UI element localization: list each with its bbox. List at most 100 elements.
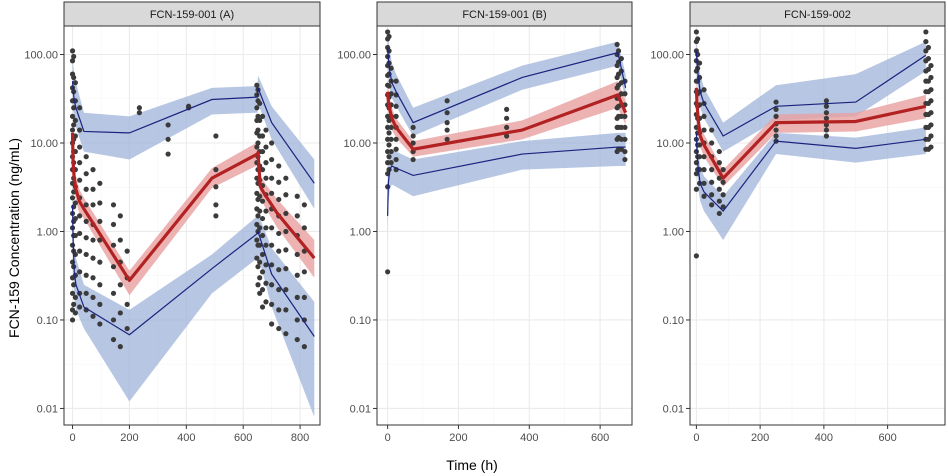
y-tick-label: 0.10	[663, 315, 684, 327]
observed-point	[622, 136, 628, 142]
observed-point	[622, 124, 628, 131]
observed-point	[136, 105, 142, 111]
observed-point	[410, 133, 416, 139]
observed-point	[693, 171, 699, 177]
observed-point	[823, 98, 830, 104]
observed-point	[213, 167, 219, 173]
observed-point	[622, 113, 628, 119]
y-tick-label: 100.00	[24, 50, 58, 62]
observed-point	[925, 55, 932, 62]
observed-point	[622, 91, 628, 97]
observed-point	[259, 198, 266, 204]
observed-point	[269, 225, 275, 231]
observed-point	[97, 200, 103, 206]
observed-point	[925, 66, 932, 72]
observed-point	[254, 144, 260, 150]
observed-point	[283, 210, 289, 217]
observed-point	[388, 148, 394, 155]
observed-point	[696, 60, 703, 66]
observed-point	[709, 192, 715, 198]
panel-plot-area	[693, 29, 934, 259]
observed-point	[301, 344, 307, 350]
observed-point	[124, 325, 130, 332]
observed-point	[83, 218, 89, 224]
observed-point	[701, 193, 707, 199]
observed-point	[110, 242, 117, 248]
observed-point	[69, 317, 76, 323]
observed-point	[97, 180, 103, 186]
observed-point	[701, 180, 707, 186]
observed-point	[259, 148, 266, 155]
observed-point	[928, 144, 934, 150]
observed-point	[263, 280, 269, 286]
observed-point	[77, 230, 83, 237]
y-tick-label: 0.01	[37, 403, 58, 415]
observed-point	[294, 294, 300, 300]
observed-point	[701, 87, 707, 93]
observed-point	[444, 127, 450, 133]
observed-point	[213, 184, 219, 190]
panels-layer: FCN-159-001 (A) 0.01 0.10 1.00 10.00 100.00 0 2…	[24, 1, 946, 444]
x-tick-label: 400	[177, 432, 195, 444]
y-tick-label: 10.00	[656, 138, 684, 150]
observed-point	[928, 74, 934, 81]
observed-point	[283, 307, 289, 313]
observed-point	[720, 204, 726, 210]
observed-point	[71, 53, 77, 60]
observed-point	[259, 232, 266, 239]
observed-point	[923, 29, 929, 35]
observed-point	[165, 136, 171, 142]
observed-point	[72, 310, 78, 316]
observed-point	[823, 122, 830, 128]
observed-point	[257, 100, 263, 107]
observed-point	[254, 237, 260, 243]
observed-point	[444, 120, 450, 126]
observed-point	[701, 154, 707, 160]
observed-point	[71, 105, 77, 111]
observed-point	[301, 294, 307, 300]
panel-title: FCN-159-002	[784, 9, 851, 21]
observed-point	[720, 167, 726, 173]
observed-point	[294, 317, 300, 323]
observed-point	[269, 262, 275, 268]
y-tick-label: 0.01	[350, 403, 371, 415]
observed-point	[254, 82, 260, 88]
observed-point	[276, 267, 282, 273]
observed-point	[71, 301, 77, 307]
observed-point	[269, 190, 275, 196]
observed-point	[259, 167, 266, 173]
lower-pi-band	[72, 178, 315, 418]
observed-point	[117, 237, 123, 243]
observed-point	[386, 83, 392, 89]
observed-point	[385, 269, 391, 275]
observed-point	[71, 74, 77, 81]
y-tick-label: 1.00	[663, 226, 684, 238]
observed-point	[259, 269, 266, 275]
x-tick-label: 400	[815, 432, 833, 444]
observed-point	[504, 115, 510, 121]
x-tick-label: 0	[69, 432, 75, 444]
panel-plot-area	[385, 27, 628, 275]
observed-point	[614, 41, 620, 48]
observed-point	[301, 317, 307, 323]
observed-point	[269, 282, 275, 288]
observed-point	[83, 251, 89, 258]
observed-point	[255, 213, 261, 219]
observed-point	[90, 313, 96, 319]
x-tick-label: 800	[291, 432, 309, 444]
observed-point	[255, 282, 261, 288]
observed-point	[301, 269, 307, 275]
observed-point	[257, 275, 263, 281]
observed-point	[716, 186, 722, 192]
observed-point	[294, 272, 300, 278]
x-tick-label: 600	[878, 432, 896, 444]
observed-point	[254, 255, 260, 261]
observed-point	[269, 321, 275, 327]
strip-background	[376, 1, 633, 27]
observed-point	[716, 210, 722, 217]
observed-point	[709, 127, 715, 133]
observed-point	[77, 248, 83, 254]
observed-point	[928, 62, 934, 69]
observed-point	[388, 160, 394, 166]
